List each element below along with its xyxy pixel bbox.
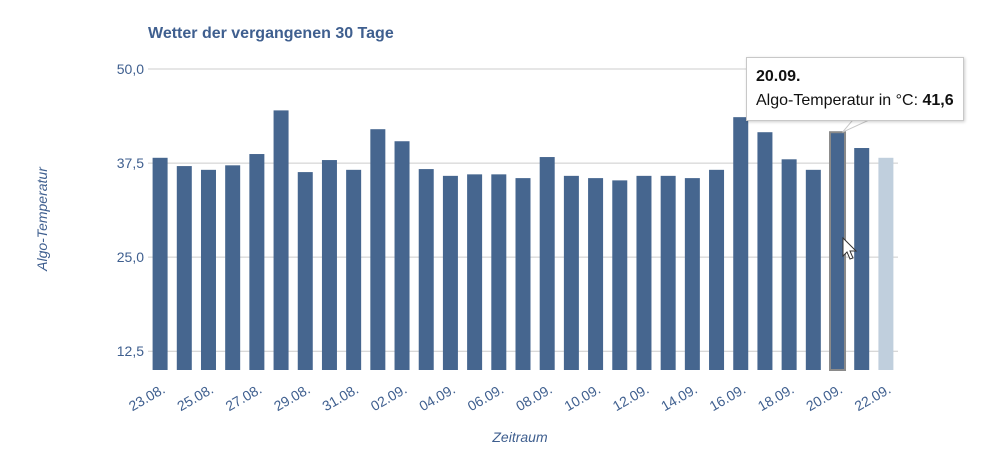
x-tick-label: 23.08.	[126, 381, 168, 414]
bar-12.09.[interactable]	[636, 175, 652, 370]
bar-22.09.[interactable]	[878, 157, 894, 370]
mouse-cursor-icon	[842, 236, 858, 260]
bar-31.08.[interactable]	[346, 169, 362, 370]
bar-17.09.[interactable]	[757, 132, 773, 370]
bar-02.09.[interactable]	[394, 141, 410, 370]
bar-30.08.[interactable]	[321, 160, 337, 370]
x-tick-label: 14.09.	[658, 381, 700, 414]
x-tick-label: 20.09.	[803, 381, 845, 414]
x-tick-label: 06.09.	[465, 381, 507, 414]
x-tick-label: 02.09.	[368, 381, 410, 414]
x-axis-label: Zeitraum	[491, 429, 548, 445]
bar-19.09.[interactable]	[805, 169, 821, 370]
bar-10.09.[interactable]	[588, 178, 604, 370]
bar-26.08.[interactable]	[225, 165, 241, 370]
y-axis-label: Algo-Temperatur	[34, 166, 50, 272]
y-tick-label: 37,5	[117, 155, 144, 171]
bar-01.09.[interactable]	[370, 129, 386, 370]
y-tick-label: 12,5	[117, 343, 144, 359]
bar-07.09.[interactable]	[515, 178, 531, 370]
x-tick-label: 08.09.	[513, 381, 555, 414]
bar-25.08.[interactable]	[200, 169, 216, 370]
x-tick-label: 25.08.	[174, 381, 216, 414]
bar-16.09.[interactable]	[733, 117, 749, 370]
bar-23.08.[interactable]	[152, 157, 168, 370]
tooltip: 20.09. Algo-Temperatur in °C: 41,6	[746, 57, 964, 121]
bar-29.08.[interactable]	[297, 172, 313, 370]
y-tick-label: 25,0	[117, 249, 144, 265]
bar-27.08.[interactable]	[249, 154, 265, 370]
x-tick-label: 12.09.	[610, 381, 652, 414]
bar-18.09.[interactable]	[781, 159, 797, 370]
x-tick-label: 16.09.	[707, 381, 749, 414]
y-tick-label: 50,0	[117, 61, 144, 77]
bar-03.09.[interactable]	[418, 169, 434, 370]
tooltip-date: 20.09.	[756, 68, 801, 85]
bar-04.09.[interactable]	[442, 175, 458, 370]
x-tick-label: 31.08.	[319, 381, 361, 414]
bar-24.08.[interactable]	[176, 166, 192, 370]
bar-06.09.[interactable]	[491, 174, 507, 370]
x-tick-label: 04.09.	[416, 381, 458, 414]
bar-05.09.[interactable]	[467, 174, 483, 370]
x-tick-label: 27.08.	[223, 381, 265, 414]
bar-14.09.[interactable]	[684, 178, 700, 370]
x-tick-label: 18.09.	[755, 381, 797, 414]
x-tick-label: 22.09.	[852, 381, 894, 414]
chart-title: Wetter der vergangenen 30 Tage	[148, 25, 394, 42]
bar-21.09.[interactable]	[854, 148, 870, 370]
x-tick-label: 29.08.	[271, 381, 313, 414]
bar-15.09.[interactable]	[709, 169, 725, 370]
bar-28.08.[interactable]	[273, 110, 289, 370]
bar-11.09.[interactable]	[612, 180, 628, 370]
tooltip-value: 41,6	[922, 92, 954, 109]
bar-08.09.[interactable]	[539, 157, 555, 370]
bar-09.09.[interactable]	[563, 175, 579, 370]
bar-13.09.[interactable]	[660, 175, 676, 370]
x-tick-label: 10.09.	[561, 381, 603, 414]
tooltip-label: Algo-Temperatur in °C:	[756, 92, 923, 109]
